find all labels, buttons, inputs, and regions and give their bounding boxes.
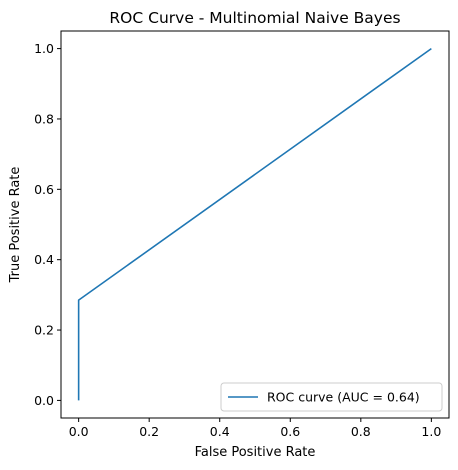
y-tick-label: 1.0 <box>34 41 54 56</box>
x-tick-label: 0.0 <box>69 424 89 439</box>
x-axis-ticks: 0.0 0.2 0.4 0.6 0.8 1.0 <box>69 418 441 439</box>
chart-title: ROC Curve - Multinomial Naive Bayes <box>109 9 400 27</box>
y-tick-label: 0.4 <box>34 252 54 267</box>
x-tick-label: 0.2 <box>139 424 159 439</box>
y-tick-label: 0.8 <box>34 111 54 126</box>
legend-label: ROC curve (AUC = 0.64) <box>267 390 420 405</box>
y-tick-label: 0.2 <box>34 323 54 338</box>
x-tick-label: 0.4 <box>210 424 230 439</box>
plot-area-frame <box>60 30 450 419</box>
x-axis-label: False Positive Rate <box>195 445 316 460</box>
roc-curve-line <box>77 47 432 401</box>
y-axis-ticks: 0.0 0.2 0.4 0.6 0.8 1.0 <box>34 41 61 408</box>
y-tick-label: 0.6 <box>34 182 54 197</box>
x-tick-label: 0.8 <box>351 424 371 439</box>
y-tick-label: 0.0 <box>34 393 54 408</box>
legend-box <box>220 382 443 412</box>
y-axis-label: True Positive Rate <box>8 167 23 284</box>
x-tick-label: 0.6 <box>280 424 300 439</box>
series-layer <box>77 47 432 401</box>
x-tick-label: 1.0 <box>421 424 441 439</box>
legend: ROC curve (AUC = 0.64) <box>220 382 443 412</box>
